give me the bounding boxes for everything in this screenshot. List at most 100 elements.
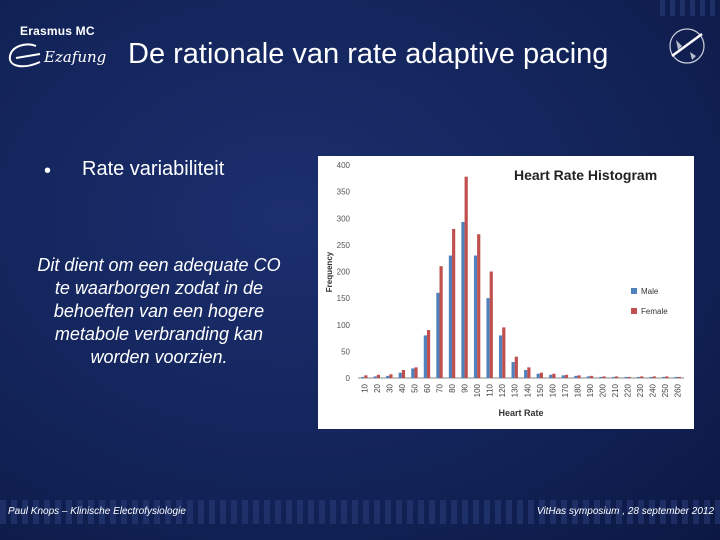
x-tick-label: 80 — [448, 383, 457, 392]
x-tick-label: 200 — [599, 383, 608, 397]
x-tick-label: 60 — [423, 383, 432, 392]
bar-male-60 — [423, 335, 427, 378]
x-tick-label: 210 — [611, 383, 620, 397]
x-tick-label: 230 — [636, 383, 645, 397]
logo-text: Erasmus MC — [20, 24, 95, 38]
y-tick-label: 0 — [346, 374, 351, 383]
y-tick-label: 350 — [337, 188, 351, 197]
bar-male-240 — [649, 376, 653, 378]
bar-male-50 — [411, 368, 415, 378]
y-tick-label: 300 — [337, 214, 351, 223]
bar-female-110 — [489, 271, 493, 378]
bar-female-70 — [439, 266, 443, 378]
logo-script-text: Ezafung — [43, 48, 106, 66]
bar-male-190 — [586, 376, 590, 378]
bullet-text: Rate variabiliteit — [82, 158, 225, 180]
bar-female-190 — [589, 375, 594, 378]
bar-female-130 — [514, 356, 518, 378]
bar-male-90 — [461, 221, 465, 378]
body-text: Dit dient om een adequate CO te waarborg… — [37, 255, 281, 367]
bar-female-40 — [401, 370, 406, 378]
bar-female-20 — [376, 374, 381, 378]
y-tick-label: 250 — [337, 241, 351, 250]
bar-female-50 — [414, 367, 418, 378]
legend-label-female: Female — [641, 307, 668, 316]
x-tick-label: 90 — [461, 383, 470, 392]
bar-male-180 — [574, 375, 578, 378]
bar-male-220 — [624, 376, 628, 378]
bar-female-240 — [652, 376, 656, 378]
bar-female-180 — [577, 375, 581, 378]
y-axis-label: Frequency — [325, 251, 334, 292]
bar-female-90 — [464, 176, 468, 378]
bar-female-30 — [389, 374, 393, 378]
x-tick-label: 140 — [523, 383, 532, 397]
bar-male-250 — [661, 376, 666, 378]
bar-male-260 — [674, 376, 678, 378]
decorative-dots — [660, 0, 720, 16]
footer-left: Paul Knops – Klinische Electrofysiologie — [8, 506, 186, 517]
x-tick-label: 110 — [486, 383, 495, 396]
emblem-icon — [669, 28, 705, 64]
x-tick-label: 260 — [674, 383, 683, 397]
bar-male-150 — [536, 373, 540, 378]
y-tick-label: 100 — [337, 321, 351, 330]
y-tick-label: 50 — [341, 347, 350, 356]
bar-female-150 — [539, 372, 544, 378]
bar-female-210 — [615, 376, 619, 378]
x-axis-label: Heart Rate — [498, 408, 543, 418]
bar-male-70 — [436, 292, 440, 378]
bar-male-120 — [498, 335, 503, 378]
y-tick-label: 200 — [337, 268, 351, 277]
x-tick-label: 20 — [373, 383, 382, 392]
heart-rate-histogram: Heart Rate Histogram 0 50 100 150 200 250 300 35… — [325, 161, 684, 418]
bar-male-170 — [561, 375, 565, 378]
x-tick-label: 250 — [661, 383, 670, 397]
bar-female-80 — [452, 228, 456, 378]
y-tick-label: 400 — [337, 161, 351, 170]
bar-female-230 — [640, 376, 644, 378]
x-tick-label: 120 — [498, 383, 507, 397]
bar-male-40 — [398, 372, 402, 378]
footer-bar — [0, 500, 720, 524]
bar-female-260 — [677, 376, 681, 378]
x-tick-label: 240 — [649, 383, 658, 397]
x-tick-label: 40 — [398, 383, 407, 392]
bar-male-210 — [611, 376, 616, 378]
bar-female-120 — [502, 327, 506, 378]
x-tick-label: 180 — [573, 383, 582, 397]
x-tick-label: 70 — [436, 383, 445, 392]
bullet-icon: • — [44, 160, 52, 182]
bar-female-60 — [426, 330, 431, 378]
bar-male-140 — [524, 370, 528, 378]
bar-male-160 — [549, 374, 553, 378]
x-tick-label: 130 — [511, 383, 520, 397]
x-tick-label: 50 — [410, 383, 419, 392]
x-tick-label: 160 — [548, 383, 557, 397]
x-tick-label: 190 — [586, 383, 595, 397]
x-tick-label: 170 — [561, 383, 570, 397]
y-tick-label: 150 — [337, 294, 351, 303]
bar-male-10 — [361, 376, 365, 378]
bar-female-250 — [665, 376, 669, 378]
bar-male-100 — [473, 255, 478, 378]
x-tick-label: 10 — [360, 383, 369, 392]
bar-female-220 — [627, 376, 631, 378]
chart-title: Heart Rate Histogram — [514, 167, 657, 183]
bar-female-100 — [477, 234, 481, 378]
bar-male-20 — [373, 376, 377, 378]
bar-male-30 — [386, 375, 390, 378]
x-tick-label: 30 — [385, 383, 394, 392]
x-tick-label: 100 — [473, 383, 482, 397]
bar-female-200 — [602, 376, 606, 378]
bar-male-110 — [486, 298, 490, 378]
erasmus-mc-logo: Erasmus MC Ezafung — [6, 24, 124, 74]
legend-swatch-male — [631, 288, 637, 294]
x-tick-label: 150 — [536, 383, 545, 397]
bar-female-170 — [564, 374, 569, 378]
chart-panel: Heart Rate Histogram 0 50 100 150 200 250 300 35… — [318, 156, 694, 429]
bar-female-10 — [364, 375, 368, 378]
logo-script-icon: Ezafung — [8, 43, 106, 68]
x-tick-label: 220 — [624, 383, 633, 397]
bar-female-140 — [527, 367, 531, 378]
